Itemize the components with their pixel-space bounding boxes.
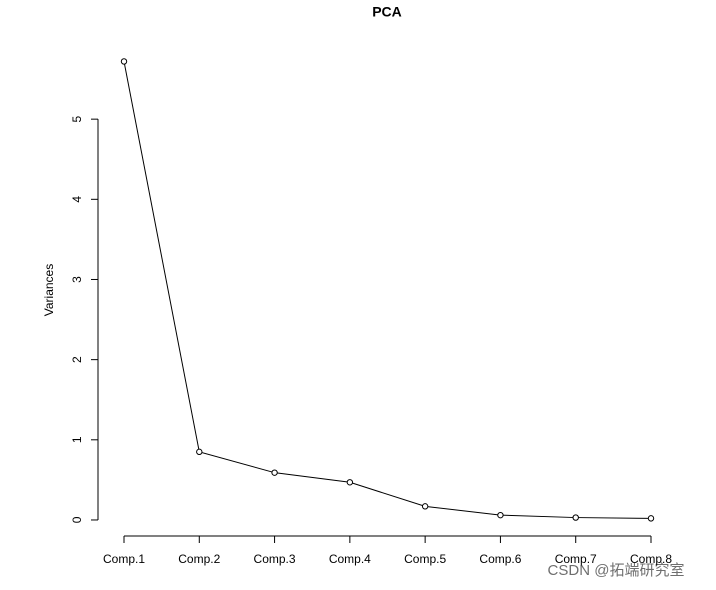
point (572, 514, 579, 521)
x-tick-label: Comp.1 (103, 552, 145, 566)
y-tick-label: 2 (70, 356, 84, 363)
x-tick-label: Comp.6 (479, 552, 521, 566)
point (421, 503, 429, 510)
point (497, 511, 504, 519)
point (346, 479, 354, 486)
x-tick-label: Comp.4 (329, 552, 371, 566)
point (120, 58, 128, 65)
x-tick-label: Comp.5 (404, 552, 446, 566)
y-tick-label: 0 (70, 516, 84, 523)
point (647, 515, 655, 522)
x-tick-label: Comp.7 (555, 552, 597, 566)
y-tick-label: 5 (70, 115, 84, 122)
y-axis-label: Variances (42, 264, 56, 316)
y-tick-label: 3 (70, 276, 84, 283)
y-tick-label: 1 (70, 436, 84, 443)
watermark: CSDN @拓端研究室 (548, 562, 685, 579)
x-tick-label: Comp.2 (178, 552, 220, 566)
line (123, 61, 652, 519)
chart-title: PCA (372, 4, 402, 20)
point (271, 469, 278, 476)
point (196, 448, 203, 456)
y-tick-label: 4 (70, 196, 84, 203)
x-tick-label: Comp.8 (630, 552, 672, 566)
x-tick-label: Comp.3 (254, 552, 296, 566)
